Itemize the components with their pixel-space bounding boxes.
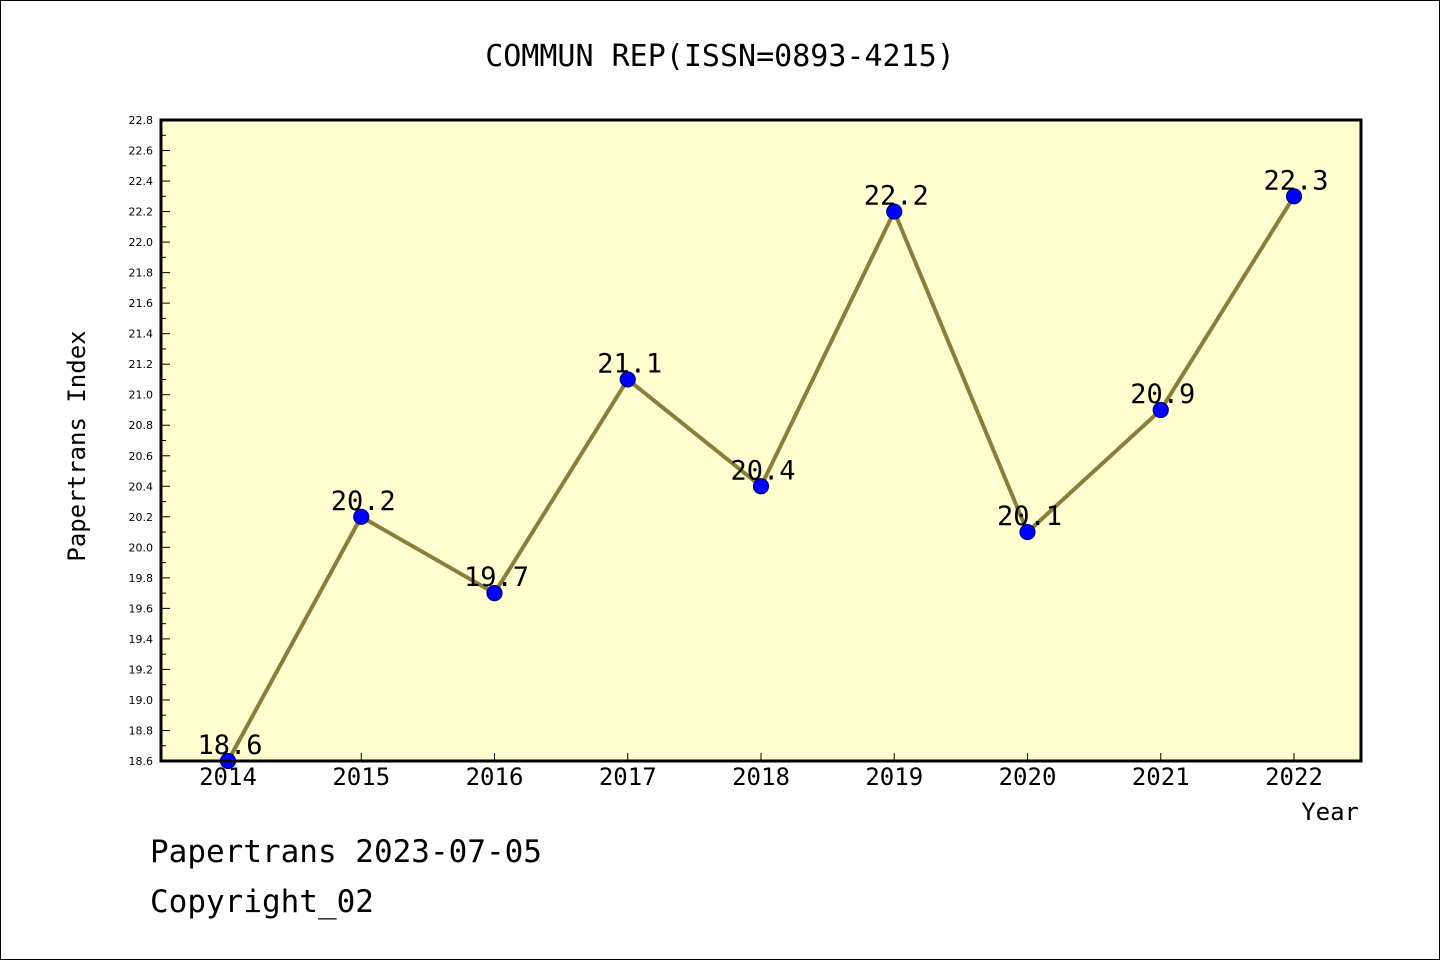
x-tick-label: 2021 [1132,763,1190,791]
data-point [886,203,903,220]
data-point [619,371,636,388]
plot-border [159,118,1363,763]
chart-title: COMMUN REP(ISSN=0893-4215) [485,39,955,74]
data-point [353,508,370,525]
data-label: 18.6 [197,730,262,761]
y-tick-label: 21.0 [129,389,154,402]
y-tick-label: 18.8 [129,724,154,737]
x-tick-label: 2016 [466,763,524,791]
footer-date: Papertrans 2023-07-05 [150,834,542,870]
x-axis-ticks: 2014 2015 2016 2017 2018 2019 2020 2021 2022 [199,753,1323,791]
y-axis-label: Papertrans Index [63,330,91,561]
data-label: 20.4 [730,455,795,486]
y-tick-label: 22.4 [129,175,154,188]
y-tick-label: 18.6 [129,755,154,768]
data-label: 22.3 [1263,165,1328,196]
data-label: 22.2 [864,181,929,212]
series-layer [219,188,1303,770]
y-tick-label: 22.0 [129,236,154,249]
data-label: 20.9 [1130,379,1195,410]
data-point [486,585,503,602]
x-tick-label: 2015 [332,763,390,791]
y-tick-label: 19.2 [129,663,154,676]
data-label: 19.7 [464,562,529,593]
data-label: 20.1 [997,501,1062,532]
x-tick-label: 2018 [732,763,790,791]
y-tick-label: 19.6 [129,602,154,615]
y-tick-label: 21.8 [129,267,154,280]
y-tick-label: 22.8 [129,114,154,127]
x-axis-label: Year [1301,798,1359,826]
x-tick-label: 2019 [865,763,923,791]
data-point [1285,188,1303,205]
footer-copyright: Copyright_02 [150,884,374,920]
y-tick-label: 19.0 [129,694,154,707]
y-tick-label: 19.4 [129,633,154,646]
y-tick-label: 20.8 [129,419,154,432]
data-label: 20.2 [331,486,396,517]
plot-area [161,120,1361,761]
y-tick-label: 22.6 [129,145,154,158]
y-tick-label: 20.4 [129,480,154,493]
x-tick-label: 2022 [1265,763,1323,791]
data-point [1152,401,1169,419]
y-tick-label: 22.2 [129,206,154,219]
y-tick-label: 21.4 [129,328,154,341]
x-tick-label: 2020 [999,763,1057,791]
y-tick-label: 20.6 [129,450,154,463]
data-point [752,478,770,495]
y-tick-label: 20.2 [129,511,154,524]
x-tick-label: 2017 [599,763,657,791]
y-tick-label: 21.6 [129,297,154,310]
data-label: 21.1 [597,348,662,379]
y-axis-ticks: 18.6 18.8 19.0 19.2 19.4 19.6 19.8 20.0 20.2 20.4… [129,114,170,768]
data-labels-layer: 18.6 20.2 19.7 21.1 20.4 22.2 20.1 20.9 22.3 [197,165,1328,761]
data-point [1019,523,1036,541]
y-tick-label: 19.8 [129,572,154,585]
y-tick-label: 21.2 [129,358,154,371]
y-tick-label: 20.0 [129,541,154,554]
